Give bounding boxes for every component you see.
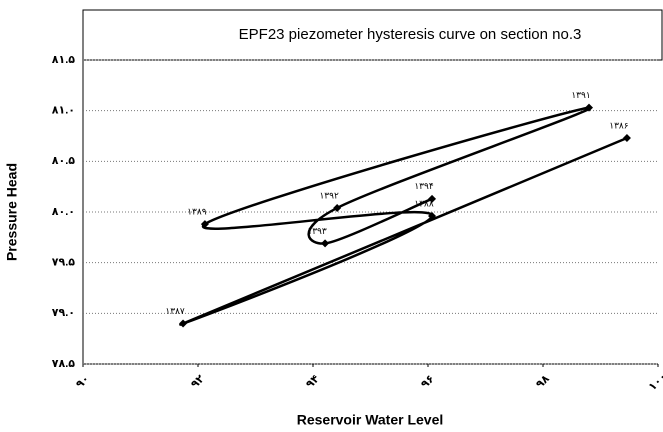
y-axis-label: Pressure Head <box>4 163 20 261</box>
point-label: ۱۳۸۸ <box>414 198 434 208</box>
point-label: ۱۳۸۶ <box>609 120 629 130</box>
point-marker <box>333 203 342 212</box>
point-label: ۱۳۹۱ <box>571 90 590 100</box>
title-box <box>82 9 663 61</box>
point-marker <box>585 103 593 112</box>
x-axis-label: Reservoir Water Level <box>297 412 444 428</box>
series-line <box>179 106 628 326</box>
x-tick-label: ۱۰۰ <box>647 371 663 394</box>
point-label: ۱۳۹۴ <box>414 181 434 191</box>
point-label: ۱۳۸۹ <box>187 207 207 217</box>
point-marker <box>622 134 631 143</box>
point-label: ۱۳۹۳ <box>307 226 327 236</box>
point-marker <box>321 239 330 248</box>
point-label: ۱۳۸۷ <box>165 306 185 316</box>
x-tick-label: ۹۴ <box>304 373 322 391</box>
point-marker <box>428 212 437 221</box>
chart-title: EPF23 piezometer hysteresis curve on sec… <box>239 26 582 43</box>
y-tick-label: ۸۰.۰ <box>52 206 75 218</box>
y-tick-label: ۸۱.۵ <box>52 54 75 66</box>
point-marker <box>200 220 209 229</box>
x-tick-label: ۹۸ <box>534 373 552 391</box>
y-tick-label: ۸۰.۵ <box>52 155 75 167</box>
y-tick-label: ۸۱.۰ <box>52 105 75 117</box>
x-tick-label: ۹۲ <box>189 373 207 391</box>
point-label: ۱۳۹۲ <box>319 190 339 200</box>
y-tick-label: ۷۸.۵ <box>52 358 75 370</box>
x-tick-label: ۹۶ <box>419 373 437 391</box>
y-tick-label: ۷۹.۵ <box>52 257 75 269</box>
point-marker <box>428 194 437 203</box>
y-tick-label: ۷۹.۰ <box>52 307 75 319</box>
point-marker <box>179 319 188 328</box>
x-tick-label: ۹۰ <box>74 373 92 391</box>
